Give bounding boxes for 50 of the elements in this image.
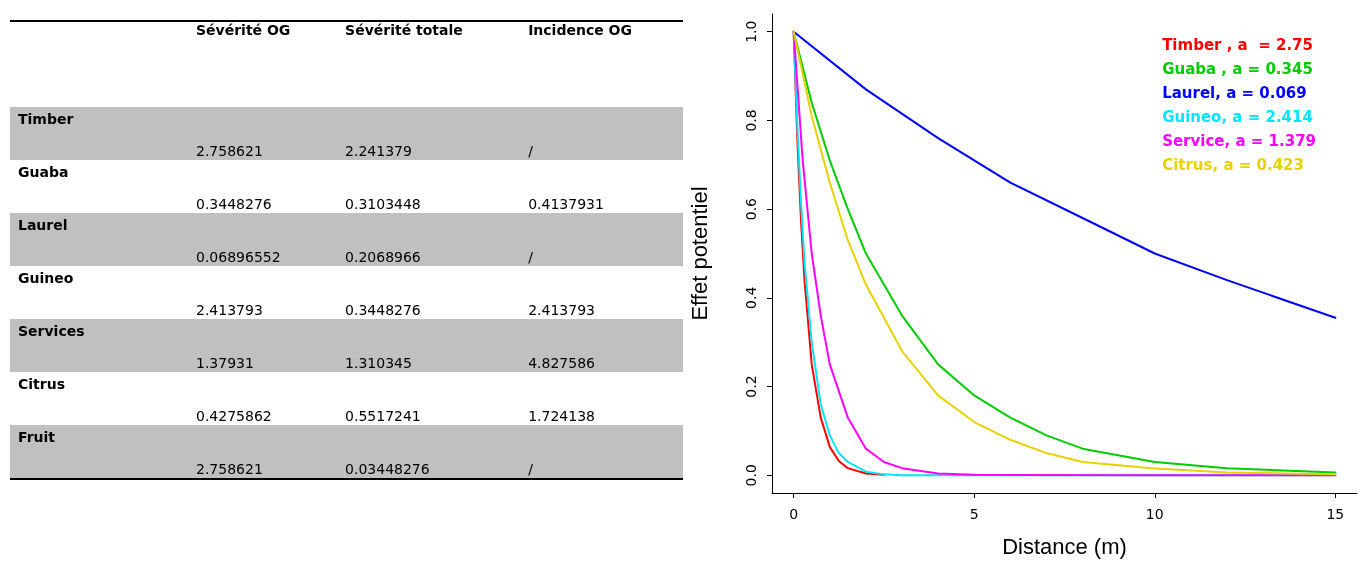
category-label: Services: [18, 323, 85, 339]
category-label: Guineo: [18, 270, 74, 286]
x-tick-label: 10: [1145, 506, 1164, 522]
text: 0.06896552: [196, 249, 281, 265]
text: Citrus, a = 0.423: [1162, 155, 1304, 174]
y-axis-title: Effet potentiel: [686, 186, 712, 321]
text: 0.4137931: [528, 196, 604, 212]
text: Guaba , a = 0.345: [1162, 59, 1313, 78]
y-tick-label: 0.0: [743, 464, 759, 487]
text: 4.827586: [528, 355, 595, 371]
text: /: [528, 249, 533, 265]
text: 2.241379: [345, 143, 412, 159]
category-label: Fruit: [18, 429, 56, 445]
x-tick-label: 5: [969, 506, 979, 522]
text: 0.5517241: [345, 408, 421, 424]
y-tick-label: 0.6: [743, 197, 759, 221]
y-tick-label: 0.8: [743, 109, 759, 132]
text: /: [528, 143, 533, 159]
category-label: Incidence OG: [520, 21, 683, 107]
category-label: Timber: [18, 111, 74, 127]
x-axis-title: Distance (m): [1002, 533, 1127, 559]
text: 2.413793: [528, 302, 595, 318]
y-tick-label: 1.0: [743, 20, 759, 43]
y-tick-label: 0.4: [743, 286, 759, 309]
category-label: Citrus: [18, 376, 65, 392]
x-tick-label: 15: [1326, 506, 1345, 522]
y-tick-label: 0.2: [743, 375, 759, 398]
category-label: Sévérité totale: [337, 21, 521, 107]
text: /: [528, 461, 533, 477]
text: Guineo, a = 2.414: [1162, 107, 1313, 126]
category-label: Laurel: [18, 217, 68, 233]
text: 0.3448276: [196, 196, 272, 212]
text: 1.724138: [528, 408, 595, 424]
category-label: Sévérité OG: [188, 21, 338, 107]
text: 0.3448276: [345, 302, 421, 318]
category-label: Guaba: [18, 164, 69, 180]
text: Service, a = 1.379: [1162, 131, 1317, 150]
text: 2.413793: [196, 302, 263, 318]
text: 0.4275862: [196, 408, 272, 424]
text: 1.37931: [196, 355, 254, 371]
text: 0.03448276: [345, 461, 430, 477]
x-tick-label: 0: [789, 506, 799, 522]
line-series: [792, 30, 1337, 319]
text: 1.310345: [345, 355, 412, 371]
text: 0.3103448: [345, 196, 421, 212]
text: 2.758621: [196, 461, 263, 477]
text: 0.2068966: [345, 249, 421, 265]
text: Timber , a = 2.75: [1162, 35, 1313, 54]
text: 2.758621: [196, 143, 263, 159]
text: Laurel, a = 0.069: [1162, 83, 1307, 102]
